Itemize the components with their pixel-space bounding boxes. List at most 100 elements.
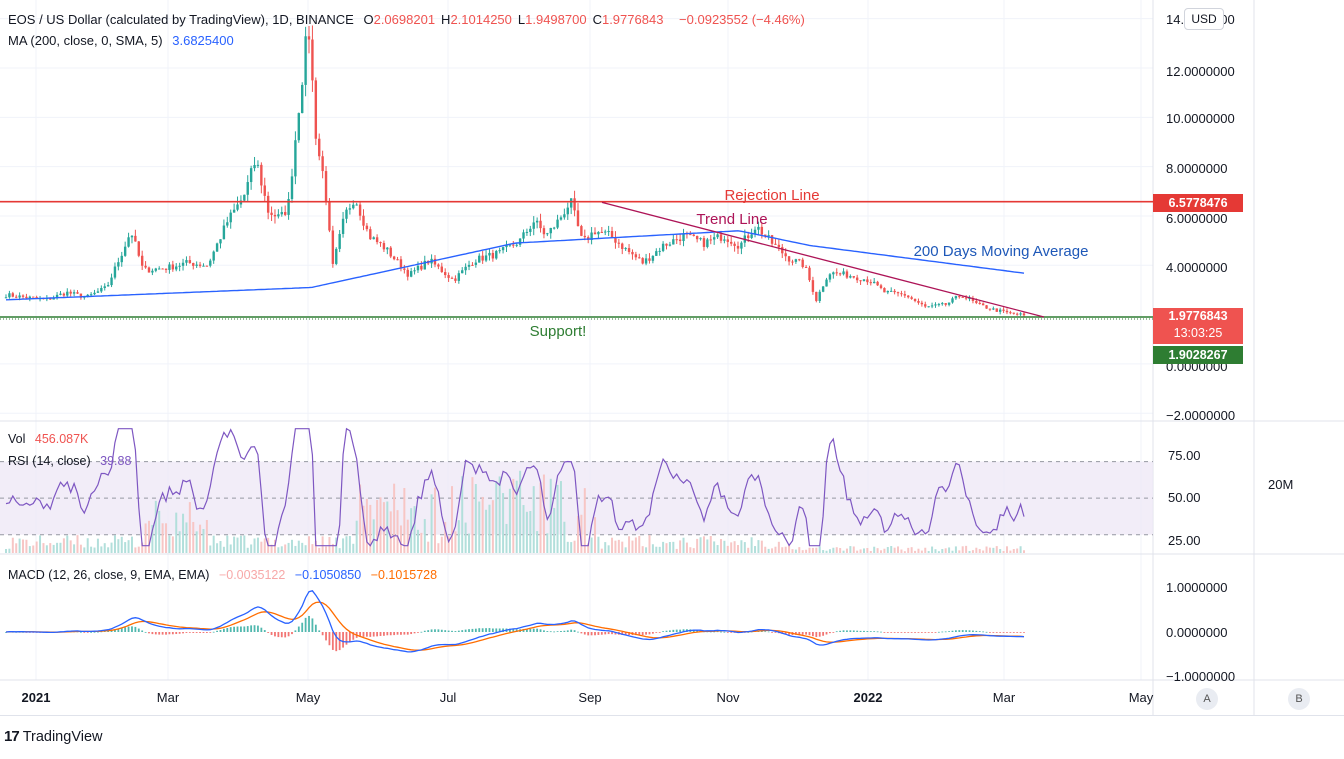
volume-bar <box>246 547 249 553</box>
volume-bar <box>277 547 280 553</box>
volume-bar <box>726 545 729 553</box>
macd-histogram-bar <box>563 630 566 632</box>
macd-histogram-bar <box>178 632 181 634</box>
rejection-label: Rejection Line <box>724 187 819 204</box>
volume-bar <box>250 544 253 553</box>
volume-bar <box>869 550 872 553</box>
macd-histogram-bar <box>903 632 906 633</box>
candle-body <box>665 243 668 246</box>
ohlc-value-h: 2.1014250 <box>450 12 512 27</box>
volume-bar <box>219 541 222 553</box>
volume-bar <box>805 549 808 553</box>
volume-bar <box>696 538 699 553</box>
macd-histogram-bar <box>818 632 821 637</box>
volume-bar <box>563 521 566 553</box>
currency-button[interactable]: USD <box>1184 8 1224 30</box>
candle-body <box>641 258 644 264</box>
macd-histogram-bar <box>93 631 96 633</box>
candle-body <box>855 277 859 281</box>
volume-bar <box>842 550 845 553</box>
macd-line <box>5 590 1025 653</box>
volume-bar <box>304 545 307 553</box>
countdown-value: 13:03:25 <box>1173 326 1223 340</box>
scale-button-b[interactable]: B <box>1288 688 1310 710</box>
tradingview-logo[interactable]: 17 TradingView <box>4 728 102 745</box>
macd-histogram-bar <box>365 632 368 637</box>
volume-bar <box>532 486 535 553</box>
chart-canvas[interactable]: Rejection Line Trend Line 200 Days Moving … <box>0 0 1344 715</box>
volume-bar <box>18 538 21 553</box>
volume-bar <box>369 504 372 553</box>
volume-bar <box>757 540 760 553</box>
macd-histogram-bar <box>672 629 675 632</box>
volume-bar <box>849 546 852 553</box>
volume-bar <box>890 546 893 553</box>
candle-body <box>1012 312 1015 314</box>
macd-histogram-bar <box>427 630 430 632</box>
volume-bar <box>784 546 787 553</box>
volume-bar <box>839 548 842 553</box>
candle-body <box>975 300 978 303</box>
macd-histogram-bar <box>97 631 99 633</box>
volume-bar <box>954 546 957 553</box>
candle-body <box>760 226 764 235</box>
candle-body <box>896 292 900 294</box>
volume-bar <box>505 523 508 553</box>
candle-body <box>767 235 770 237</box>
volume-bar <box>134 547 137 553</box>
candle-body <box>699 238 702 240</box>
volume-bar <box>365 498 368 553</box>
macd-histogram-bar <box>696 630 699 632</box>
scale-button-a[interactable]: A <box>1196 688 1218 710</box>
macd-histogram-bar <box>110 630 113 632</box>
last-price-badge: 1.9776843 13:03:25 <box>1153 308 1243 344</box>
macd-histogram-bar <box>148 632 150 634</box>
candle-body <box>25 296 28 299</box>
macd-histogram-bar <box>941 631 944 633</box>
volume-bar <box>90 546 93 553</box>
volume-bar <box>730 542 733 553</box>
macd-histogram-bar <box>103 631 106 632</box>
rsi-axis-label: 75.00 <box>1168 448 1201 463</box>
candle-body <box>726 239 729 242</box>
candle-body <box>222 225 226 240</box>
volume-bar <box>96 538 99 553</box>
rsi-line <box>5 427 1025 547</box>
candle-body <box>437 264 440 267</box>
macd-histogram-bar <box>910 632 913 633</box>
candle-body <box>563 214 566 218</box>
macd-histogram-bar <box>297 626 300 632</box>
volume-bar <box>406 519 409 553</box>
macd-histogram-bar <box>992 632 995 633</box>
candle-body <box>215 243 219 252</box>
candle-body <box>198 264 202 266</box>
macd-axis-label: 0.0000000 <box>1166 625 1227 640</box>
macd-histogram-bar <box>478 628 481 632</box>
volume-bar <box>845 548 848 553</box>
candle-body <box>958 296 961 298</box>
candle-body <box>168 264 171 270</box>
candle-body <box>120 255 123 263</box>
macd-histogram-bar <box>83 632 86 633</box>
macd-histogram-bar <box>846 630 848 632</box>
macd-histogram-bar <box>451 630 453 632</box>
macd-histogram-bar <box>491 628 494 632</box>
volume-bar <box>1012 549 1015 553</box>
volume-bar <box>944 548 947 553</box>
candle-body <box>103 286 106 289</box>
candle-body <box>985 305 988 309</box>
ohlc-key-h: H <box>441 12 451 27</box>
macd-histogram-bar <box>808 632 811 636</box>
volume-bar <box>52 544 55 553</box>
macd-histogram-bar <box>481 628 484 632</box>
volume-bar <box>216 543 219 553</box>
candle-body <box>692 234 695 236</box>
macd-axis-label: −1.0000000 <box>1166 669 1235 684</box>
volume-value: 456.087K <box>34 432 89 446</box>
macd-histogram-bar <box>532 628 535 632</box>
volume-bar <box>430 494 433 553</box>
volume-bar <box>338 548 341 553</box>
volume-bar <box>457 520 460 553</box>
candle-body <box>137 241 140 256</box>
macd-histogram-bar <box>580 632 583 634</box>
